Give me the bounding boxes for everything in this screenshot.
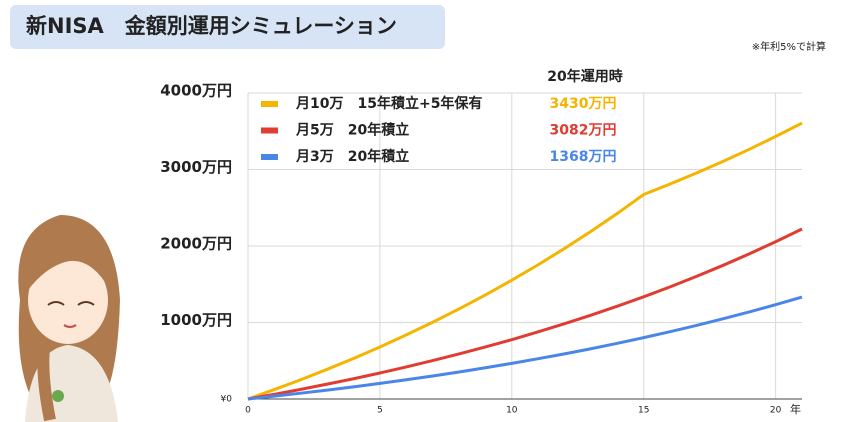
y-tick-label: 2000万円 xyxy=(160,235,232,253)
y-tick-label: 1000万円 xyxy=(160,311,232,329)
x-tick-label: 15 xyxy=(638,406,649,416)
x-tick-label: 0 xyxy=(245,406,251,416)
legend-result: 3430万円 xyxy=(550,96,617,112)
series-line xyxy=(247,121,803,401)
note: ※年利5%で計算 xyxy=(752,40,826,53)
legend-swatch xyxy=(261,101,278,107)
y-tick-label: 3000万円 xyxy=(160,158,232,176)
character xyxy=(18,215,120,422)
legend-result: 1368万円 xyxy=(550,149,617,165)
y-tick-label: ¥0 xyxy=(221,395,233,405)
title-box xyxy=(10,5,445,49)
legend-result: 3082万円 xyxy=(550,123,617,139)
legend-label: 月10万 15年積立+5年保有 xyxy=(295,95,482,112)
x-tick-label: 20 xyxy=(770,406,782,416)
legend-swatch xyxy=(261,127,278,134)
legend-label: 月5万 20年積立 xyxy=(295,122,409,139)
series-line xyxy=(247,295,803,401)
chart-title: 新NISA 金額別運用シミュレーション xyxy=(26,14,397,38)
x-tick-label: 10 xyxy=(506,406,518,416)
y-tick-label: 4000万円 xyxy=(160,82,232,100)
x-tick-label: 5 xyxy=(377,406,383,416)
x-axis-label: 年 xyxy=(790,402,801,416)
series-line xyxy=(247,227,803,401)
legend-swatch xyxy=(261,154,278,160)
legend-label: 月3万 20年積立 xyxy=(295,148,409,165)
legend-title: 20年運用時 xyxy=(547,68,622,85)
